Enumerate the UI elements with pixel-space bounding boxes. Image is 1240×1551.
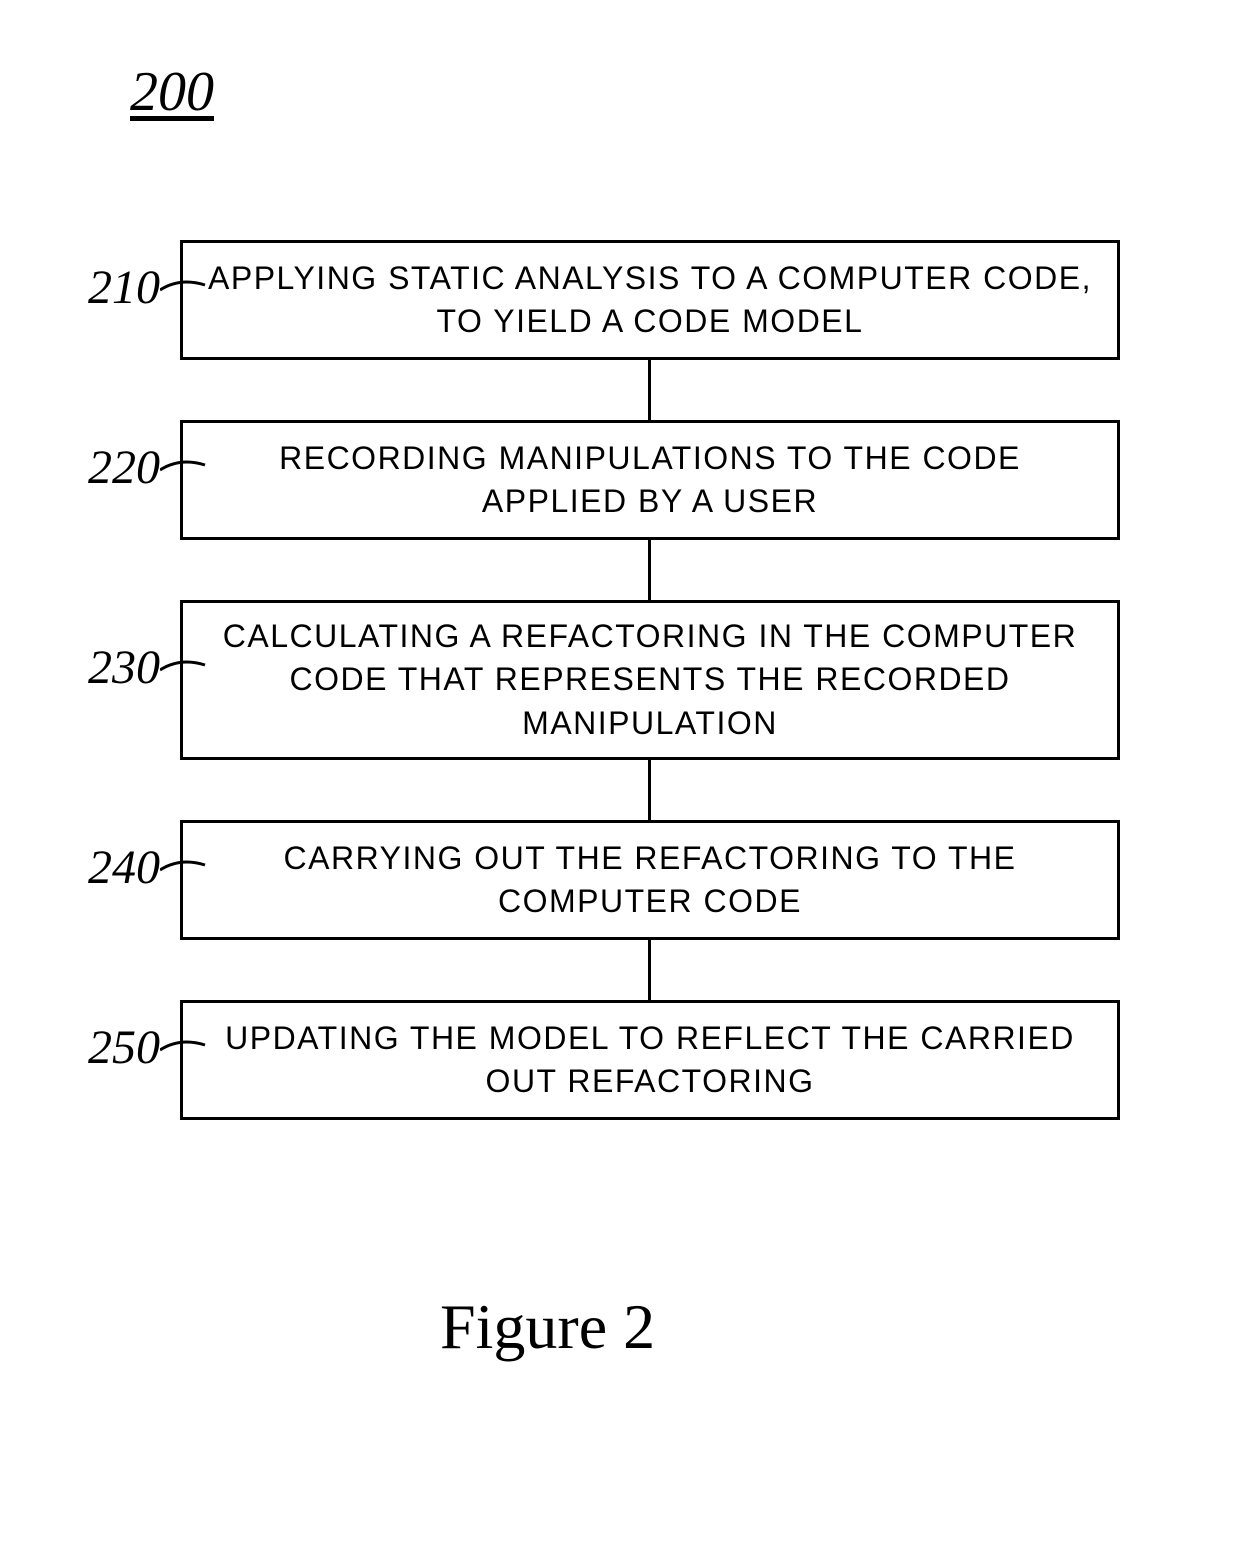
step-box-250: UPDATING THE MODEL TO REFLECT THE CARRIE… [180,1000,1120,1120]
connector-3 [648,760,651,820]
step-ref-250: 250 [60,1020,160,1075]
step-text-240: CARRYING OUT THE REFACTORING TO THE COMP… [203,837,1097,923]
figure-canvas: 200 210 APPLYING STATIC ANALYSIS TO A CO… [0,0,1240,1551]
figure-title-ref: 200 [130,60,214,124]
step-ref-240: 240 [60,840,160,895]
connector-2 [648,540,651,600]
step-ref-230: 230 [60,640,160,695]
step-text-210: APPLYING STATIC ANALYSIS TO A COMPUTER C… [203,257,1097,343]
step-box-220: RECORDING MANIPULATIONS TO THE CODE APPL… [180,420,1120,540]
step-box-240: CARRYING OUT THE REFACTORING TO THE COMP… [180,820,1120,940]
step-ref-210: 210 [60,260,160,315]
connector-1 [648,360,651,420]
step-text-220: RECORDING MANIPULATIONS TO THE CODE APPL… [203,437,1097,523]
step-ref-220: 220 [60,440,160,495]
figure-caption: Figure 2 [440,1290,655,1364]
step-box-210: APPLYING STATIC ANALYSIS TO A COMPUTER C… [180,240,1120,360]
connector-4 [648,940,651,1000]
step-box-230: CALCULATING A REFACTORING IN THE COMPUTE… [180,600,1120,760]
step-text-250: UPDATING THE MODEL TO REFLECT THE CARRIE… [203,1017,1097,1103]
step-text-230: CALCULATING A REFACTORING IN THE COMPUTE… [203,615,1097,745]
